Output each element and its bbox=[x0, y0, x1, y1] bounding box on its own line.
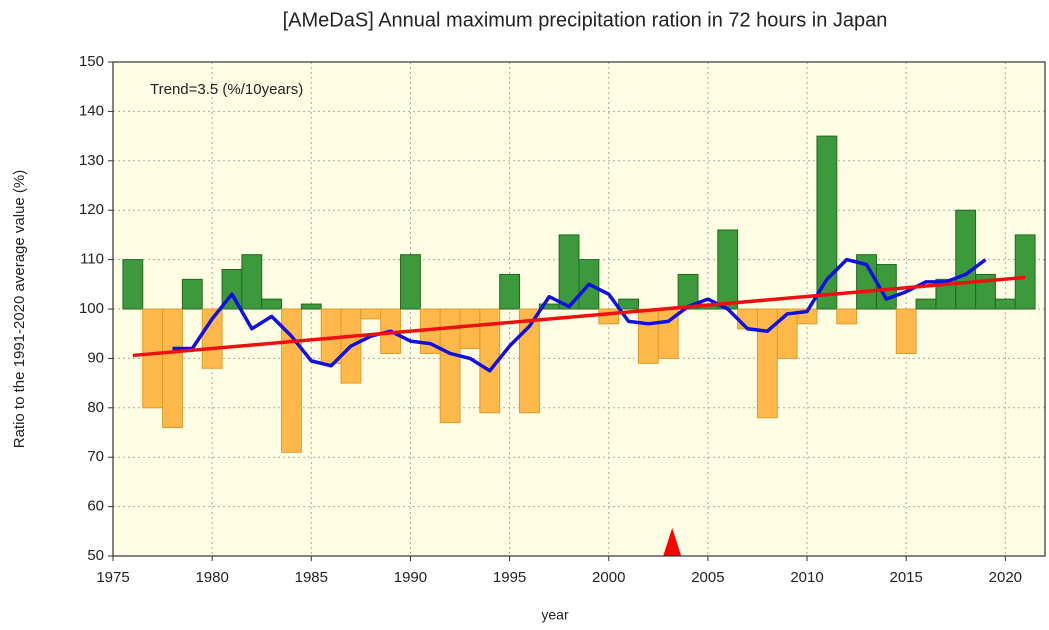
annotation: Trend=3.5 (%/10years) bbox=[150, 81, 303, 98]
plot-area: 50 60 70 80 90 100 110 120 130 140 150 1975 1980 1985… bbox=[79, 53, 1046, 586]
y-tick-label: 130 bbox=[79, 152, 104, 169]
bar bbox=[142, 308, 164, 409]
x-tick-label: 2020 bbox=[989, 569, 1022, 586]
chart-title: [AMeDaS] Annual maximum precipitation ra… bbox=[283, 9, 888, 31]
x-tick-label: 1995 bbox=[493, 569, 526, 586]
bar bbox=[975, 273, 996, 310]
bar bbox=[895, 308, 917, 354]
bar bbox=[618, 298, 639, 310]
x-tick-label: 2005 bbox=[691, 569, 724, 586]
y-tick-label: 150 bbox=[79, 53, 104, 70]
bar bbox=[776, 308, 798, 359]
x-tick-label: 2000 bbox=[592, 569, 625, 586]
y-tick-label: 80 bbox=[87, 399, 104, 416]
bar bbox=[241, 254, 263, 310]
line bbox=[132, 275, 1026, 358]
y-tick-label: 70 bbox=[87, 448, 104, 465]
bar bbox=[1014, 234, 1036, 310]
x-tick-label: 2015 bbox=[890, 569, 923, 586]
bar bbox=[400, 254, 421, 310]
y-axis-label: Ratio to the 1991-2020 average value (%) bbox=[11, 170, 28, 449]
bar bbox=[122, 259, 144, 310]
x-axis-label: year bbox=[541, 607, 569, 623]
bar bbox=[181, 278, 203, 310]
x-tick-label: 1985 bbox=[295, 569, 328, 586]
bar bbox=[637, 308, 659, 364]
x-tick-label: 1990 bbox=[394, 569, 427, 586]
x-tick-label: 1975 bbox=[96, 569, 129, 586]
bar bbox=[717, 229, 739, 310]
y-tick-label: 110 bbox=[80, 251, 104, 268]
marker bbox=[663, 528, 682, 556]
x-tick-label: 2010 bbox=[790, 569, 823, 586]
y-tick-label: 100 bbox=[79, 300, 104, 317]
bar bbox=[459, 308, 481, 350]
bar bbox=[915, 298, 937, 310]
bar bbox=[439, 308, 461, 424]
x-tick-label: 1980 bbox=[195, 569, 228, 586]
bar bbox=[955, 209, 977, 310]
bar bbox=[360, 308, 382, 320]
y-tick-label: 60 bbox=[87, 498, 104, 515]
bar bbox=[816, 135, 838, 310]
bar bbox=[519, 308, 540, 414]
bar bbox=[499, 273, 521, 310]
bar bbox=[300, 303, 322, 310]
bar bbox=[836, 308, 858, 325]
plot-frame bbox=[112, 61, 1046, 557]
line bbox=[172, 257, 987, 373]
bar bbox=[598, 308, 620, 325]
bar bbox=[261, 298, 283, 310]
bar bbox=[994, 298, 1016, 310]
bar bbox=[756, 308, 778, 419]
y-tick-label: 140 bbox=[79, 102, 104, 119]
y-tick-label: 50 bbox=[87, 547, 104, 564]
bar bbox=[737, 308, 758, 330]
bar bbox=[162, 308, 183, 429]
bar bbox=[677, 273, 699, 310]
y-tick-label: 120 bbox=[79, 201, 104, 218]
y-tick-label: 90 bbox=[87, 349, 104, 366]
